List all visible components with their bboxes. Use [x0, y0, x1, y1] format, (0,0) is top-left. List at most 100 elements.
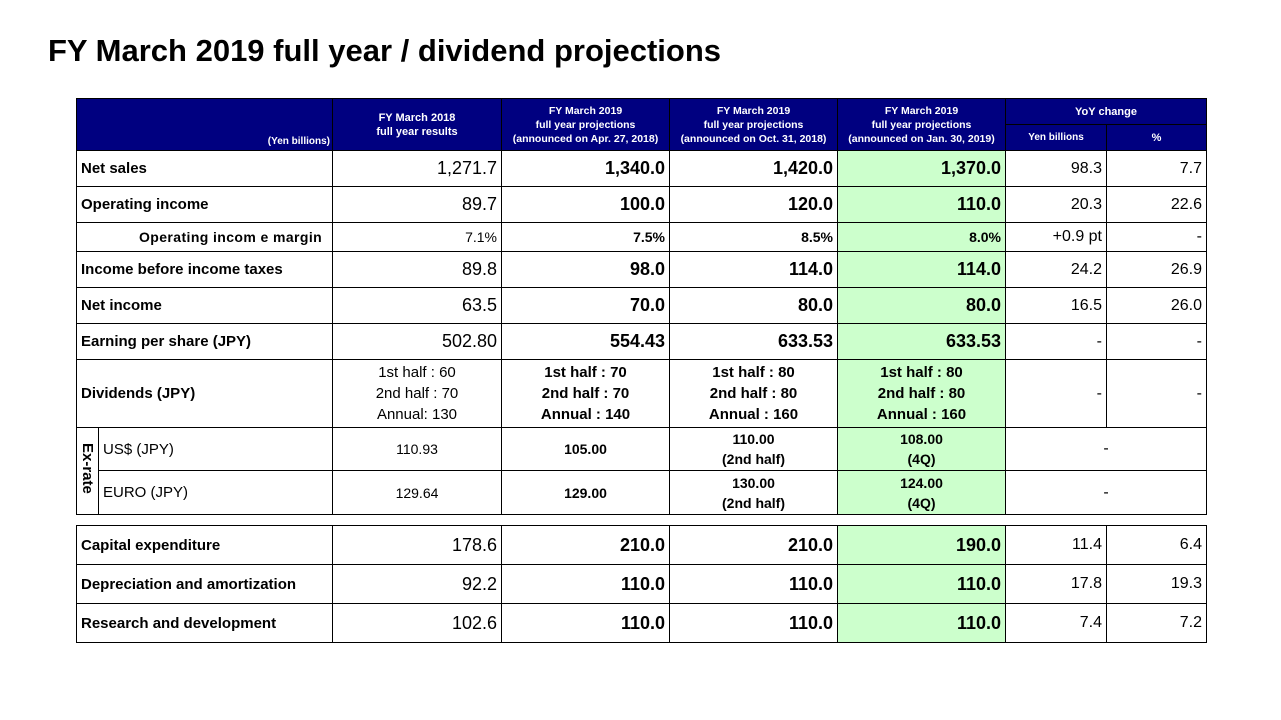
exrate-label-text: Ex-rate: [79, 443, 96, 494]
cell-jan: 8.0%: [837, 222, 1006, 252]
cell-apr: 1,340.0: [501, 150, 670, 187]
table-row: Research and development 102.6 110.0 110…: [76, 603, 1207, 643]
row-label: US$ (JPY): [98, 427, 333, 471]
exrate-group-label: Ex-rate: [76, 427, 99, 515]
cell-yoy-yen: 16.5: [1005, 287, 1107, 324]
col-header-jan: FY March 2019 full year projections (ann…: [837, 98, 1006, 151]
table-row: Income before income taxes 89.8 98.0 114…: [76, 251, 1207, 288]
col-header-yoy-yen: Yen billions: [1005, 124, 1107, 151]
cell-jan: 110.0: [837, 603, 1006, 643]
cell-fy2018: 502.80: [332, 323, 502, 360]
table-row: EURO (JPY) 129.64 129.00 130.00 (2nd hal…: [77, 470, 1207, 515]
cell-fy2018: 178.6: [332, 525, 502, 565]
unit-header-cell: (Yen billions): [76, 98, 333, 151]
cell-fy2018: 1,271.7: [332, 150, 502, 187]
cell-oct: 110.0: [669, 603, 838, 643]
cell-yoy-pct: -: [1106, 323, 1207, 360]
cell-fy2018: 63.5: [332, 287, 502, 324]
cell-apr: 110.0: [501, 603, 670, 643]
row-label: Earning per share (JPY): [76, 323, 333, 360]
cell-apr: 210.0: [501, 525, 670, 565]
cell-jan: 80.0: [837, 287, 1006, 324]
table-row: Net sales 1,271.7 1,340.0 1,420.0 1,370.…: [76, 150, 1207, 187]
col-header-yoy-pct: %: [1106, 124, 1207, 151]
projections-table: (Yen billions) FY March 2018 full year r…: [76, 98, 1207, 515]
row-label: Research and development: [76, 603, 333, 643]
cell-yoy-yen: +0.9 pt: [1005, 222, 1107, 252]
row-label: EURO (JPY): [98, 470, 333, 515]
cell-yoy-pct: 19.3: [1106, 564, 1207, 604]
cell-apr: 129.00: [501, 470, 670, 515]
cell-yoy-yen: 98.3: [1005, 150, 1107, 187]
table-row: Net income 63.5 70.0 80.0 80.0 16.5 26.0: [76, 287, 1207, 324]
cell-oct: 633.53: [669, 323, 838, 360]
cell-jan: 114.0: [837, 251, 1006, 288]
row-label: Net income: [76, 287, 333, 324]
row-label: Operating income: [76, 186, 333, 223]
table-row: Dividends (JPY) 1st half : 60 2nd half :…: [76, 359, 1207, 428]
cell-oct: 8.5%: [669, 222, 838, 252]
capex-table: Capital expenditure 178.6 210.0 210.0 19…: [76, 525, 1207, 643]
table-row: Capital expenditure 178.6 210.0 210.0 19…: [76, 525, 1207, 565]
cell-jan: 108.00 (4Q): [837, 427, 1006, 471]
cell-jan: 1st half : 80 2nd half : 80 Annual : 160: [837, 359, 1006, 428]
cell-oct: 1st half : 80 2nd half : 80 Annual : 160: [669, 359, 838, 428]
cell-jan: 110.0: [837, 564, 1006, 604]
cell-jan: 633.53: [837, 323, 1006, 360]
cell-fy2018: 7.1%: [332, 222, 502, 252]
cell-fy2018: 102.6: [332, 603, 502, 643]
cell-yoy-pct: -: [1106, 222, 1207, 252]
cell-jan: 190.0: [837, 525, 1006, 565]
row-label: Net sales: [76, 150, 333, 187]
cell-oct: 120.0: [669, 186, 838, 223]
row-label: Operating incom e margin: [76, 222, 333, 252]
cell-yoy-pct: 22.6: [1106, 186, 1207, 223]
cell-yoy-pct: -: [1106, 359, 1207, 428]
cell-oct: 110.00 (2nd half): [669, 427, 838, 471]
cell-fy2018: 129.64: [332, 470, 502, 515]
cell-jan: 124.00 (4Q): [837, 470, 1006, 515]
row-label: Depreciation and amortization: [76, 564, 333, 604]
cell-fy2018: 89.8: [332, 251, 502, 288]
table-row: Operating incom e margin 7.1% 7.5% 8.5% …: [76, 222, 1207, 252]
cell-apr: 98.0: [501, 251, 670, 288]
cell-apr: 110.0: [501, 564, 670, 604]
cell-yoy-pct: 26.9: [1106, 251, 1207, 288]
row-label: Capital expenditure: [76, 525, 333, 565]
table-row: Operating income 89.7 100.0 120.0 110.0 …: [76, 186, 1207, 223]
cell-yoy: -: [1005, 427, 1207, 471]
col-header-apr: FY March 2019 full year projections (ann…: [501, 98, 670, 151]
page-title: FY March 2019 full year / dividend proje…: [48, 33, 722, 68]
row-label: Dividends (JPY): [76, 359, 333, 428]
cell-fy2018: 1st half : 60 2nd half : 70 Annual: 130: [332, 359, 502, 428]
cell-yoy-pct: 7.2: [1106, 603, 1207, 643]
cell-apr: 554.43: [501, 323, 670, 360]
cell-jan: 110.0: [837, 186, 1006, 223]
cell-oct: 210.0: [669, 525, 838, 565]
table-row: Depreciation and amortization 92.2 110.0…: [76, 564, 1207, 604]
cell-oct: 110.0: [669, 564, 838, 604]
cell-yoy-yen: -: [1005, 323, 1107, 360]
table-row: Ex-rate US$ (JPY) 110.93 105.00 110.00 (…: [76, 427, 1207, 515]
unit-label: (Yen billions): [267, 136, 330, 147]
cell-yoy-pct: 7.7: [1106, 150, 1207, 187]
cell-yoy-yen: 24.2: [1005, 251, 1107, 288]
cell-apr: 7.5%: [501, 222, 670, 252]
cell-fy2018: 110.93: [332, 427, 502, 471]
cell-apr: 105.00: [501, 427, 670, 471]
cell-fy2018: 89.7: [332, 186, 502, 223]
cell-yoy-yen: -: [1005, 359, 1107, 428]
cell-jan: 1,370.0: [837, 150, 1006, 187]
col-header-yoy: YoY change: [1005, 98, 1207, 125]
cell-fy2018: 92.2: [332, 564, 502, 604]
cell-yoy-pct: 6.4: [1106, 525, 1207, 565]
cell-oct: 80.0: [669, 287, 838, 324]
cell-yoy-pct: 26.0: [1106, 287, 1207, 324]
col-header-fy2018: FY March 2018 full year results: [332, 98, 502, 151]
cell-yoy-yen: 20.3: [1005, 186, 1107, 223]
cell-yoy: -: [1005, 470, 1207, 515]
cell-oct: 1,420.0: [669, 150, 838, 187]
cell-yoy-yen: 17.8: [1005, 564, 1107, 604]
col-header-oct: FY March 2019 full year projections (ann…: [669, 98, 838, 151]
row-label: Income before income taxes: [76, 251, 333, 288]
